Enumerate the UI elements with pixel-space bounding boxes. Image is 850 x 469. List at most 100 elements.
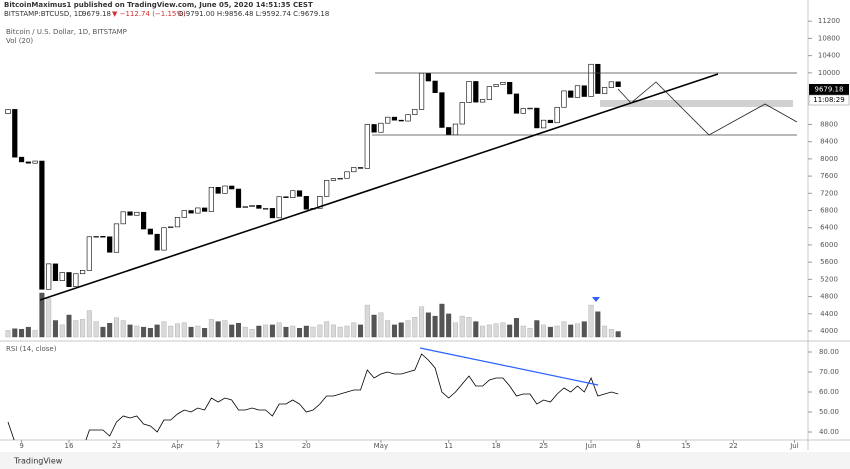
candle [127, 211, 133, 216]
countdown: 11:08:29 [813, 96, 844, 104]
price-legend: Bitcoin / U.S. Dollar, 1D, BITSTAMP [6, 28, 127, 36]
y-tick-label: 70.00 [819, 368, 839, 376]
x-tick-label: Apr [171, 442, 183, 450]
x-tick-label: 16 [65, 442, 74, 450]
candle [385, 116, 391, 124]
symbol: BITSTAMP:BTCUSD, 1D [4, 10, 84, 18]
y-tick-label: 40.00 [819, 428, 839, 436]
candle [473, 81, 479, 103]
y-tick-label: 4400 [820, 310, 838, 318]
volume-bar [602, 325, 608, 338]
volume-bar [371, 314, 377, 338]
volume-bar [480, 325, 486, 338]
candle [418, 72, 425, 110]
x-tick-label: Jun [585, 442, 597, 450]
volume-bar [73, 320, 79, 338]
y-tick-label: 5600 [820, 258, 838, 266]
volume-bar [32, 330, 38, 338]
rsi-pane [7, 353, 619, 440]
candle [425, 72, 431, 82]
volume-bar [439, 303, 445, 338]
y-tick-label: 8400 [820, 138, 838, 146]
candle [208, 186, 214, 212]
volume-bar [107, 323, 113, 338]
volume-bar [561, 321, 567, 338]
volume-bar [419, 306, 425, 338]
candle [608, 81, 614, 88]
candle [486, 86, 492, 100]
x-tick-label: May [374, 442, 388, 450]
volume-bar [236, 323, 242, 338]
price-pane [5, 63, 621, 338]
volume-bar [608, 329, 614, 338]
y-tick-label: 6400 [820, 224, 838, 232]
candle [174, 217, 181, 228]
volume-bar [113, 317, 119, 338]
volume-bar [59, 324, 65, 338]
candle [32, 160, 38, 164]
candle [140, 211, 147, 230]
candle [527, 107, 533, 110]
candle [86, 236, 92, 271]
projection-path [617, 81, 798, 136]
volume-bar [283, 326, 289, 338]
candle [574, 85, 581, 98]
volume-bar [527, 328, 533, 338]
volume-bar [208, 319, 214, 338]
y-tick-label: 6000 [820, 241, 838, 249]
volume-bar [405, 320, 411, 338]
x-tick-label: 9 [19, 442, 23, 450]
x-tick-label: 18 [492, 442, 501, 450]
candle [513, 93, 520, 114]
volume-bar [19, 329, 25, 338]
candle [188, 210, 194, 214]
volume-bar [595, 311, 601, 338]
volume-bar [39, 292, 45, 338]
candle [378, 122, 384, 133]
volume-bar [324, 321, 330, 338]
zone [600, 100, 793, 107]
candle [554, 106, 560, 124]
candle [113, 223, 120, 253]
candle [615, 81, 621, 87]
candle [357, 167, 364, 169]
volume-bar [459, 315, 465, 338]
candle [459, 102, 465, 125]
candle [18, 156, 25, 163]
candle [59, 272, 65, 281]
x-tick-label: 15 [682, 442, 691, 450]
volume-bar [317, 324, 323, 338]
volume-bar [493, 323, 499, 338]
candle [588, 63, 594, 97]
candle [46, 263, 52, 290]
y-tick-label: 7600 [820, 172, 838, 180]
volume-bar [66, 314, 72, 338]
candle [432, 80, 438, 93]
rsi-legend: RSI (14, close) [6, 345, 57, 353]
volume-bar [486, 324, 492, 338]
candle [581, 85, 587, 97]
candle [52, 263, 59, 281]
change: ▼ −112.74 (−1.15%) [112, 10, 186, 18]
candle [568, 90, 574, 98]
y-tick-label: 80.00 [819, 348, 839, 356]
volume-bar [547, 326, 553, 338]
volume-bar [249, 329, 255, 338]
publisher: BitcoinMaximus1 published on TradingView… [4, 1, 313, 9]
y-tick-label: 7200 [820, 189, 838, 197]
volume-bar [534, 320, 540, 338]
candle [195, 207, 201, 214]
volume-bar [134, 325, 140, 338]
y-tick-label: 4000 [820, 327, 838, 335]
candle [398, 119, 404, 122]
candle [79, 270, 86, 275]
candle [412, 109, 418, 115]
price-badge-text: 9679.18 [815, 86, 844, 94]
candle [547, 119, 553, 124]
y-tick-label: 8800 [820, 120, 838, 128]
candle [561, 90, 567, 108]
candle [229, 185, 235, 190]
candle [520, 108, 526, 114]
candle [168, 226, 174, 229]
